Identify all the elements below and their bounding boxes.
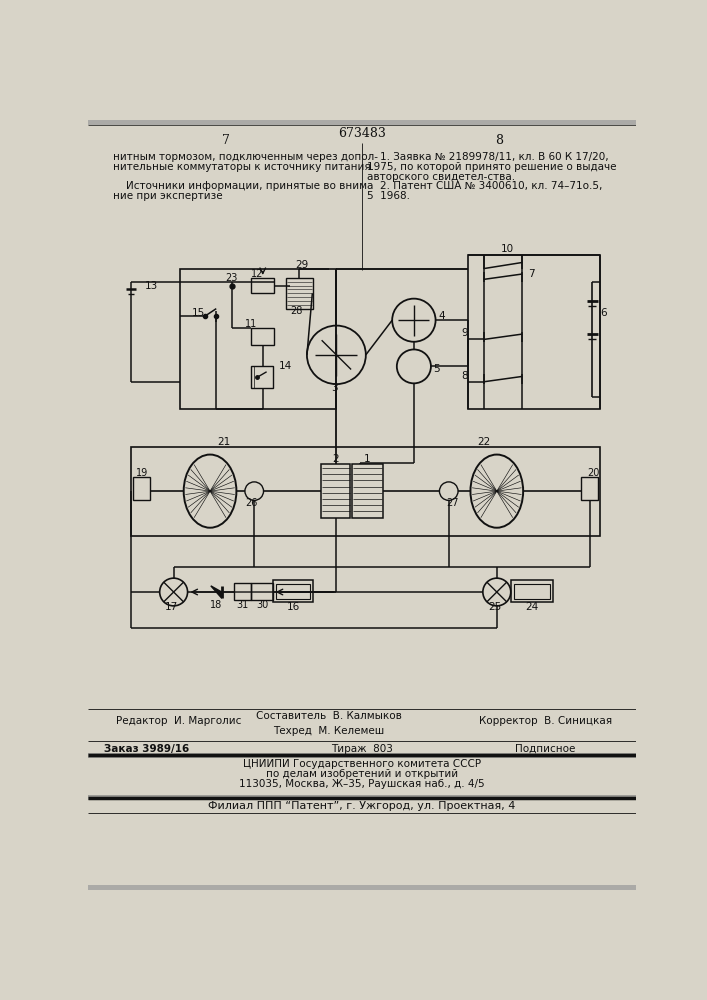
Text: 6: 6 — [600, 308, 607, 318]
Text: 11: 11 — [245, 319, 257, 329]
Text: 8: 8 — [462, 371, 468, 381]
Text: 1975, по которой принято решение о выдаче: 1975, по которой принято решение о выдач… — [368, 162, 617, 172]
Text: нитным тормозом, подключенным через допол-: нитным тормозом, подключенным через допо… — [113, 152, 378, 162]
Bar — [251, 328, 274, 345]
Text: 19: 19 — [136, 468, 148, 478]
Text: 24: 24 — [525, 602, 538, 612]
Text: 4: 4 — [438, 311, 445, 321]
Text: ние при экспертизе: ние при экспертизе — [113, 191, 223, 201]
Text: 18: 18 — [210, 600, 223, 610]
Bar — [251, 366, 273, 388]
Text: Заказ 3989/16: Заказ 3989/16 — [104, 744, 189, 754]
Text: 7: 7 — [529, 269, 535, 279]
Text: 28: 28 — [290, 306, 303, 316]
Text: 5: 5 — [433, 364, 440, 374]
Text: 30: 30 — [256, 600, 268, 610]
Text: 7: 7 — [221, 134, 230, 147]
Text: нительные коммутаторы к источнику питания.: нительные коммутаторы к источнику питани… — [113, 162, 374, 172]
Bar — [180, 269, 337, 409]
Text: 673483: 673483 — [338, 127, 386, 140]
Bar — [581, 477, 598, 500]
Text: 1. Заявка № 2189978/11, кл. В 60 К 17/20,: 1. Заявка № 2189978/11, кл. В 60 К 17/20… — [368, 152, 609, 162]
Text: 14: 14 — [279, 361, 292, 371]
Bar — [88, 885, 636, 890]
Bar — [234, 583, 251, 600]
Text: Тираж  803: Тираж 803 — [331, 744, 393, 754]
Text: 13: 13 — [145, 281, 158, 291]
Bar — [88, 753, 636, 758]
Text: Техред  М. Келемеш: Техред М. Келемеш — [273, 726, 384, 736]
Text: 25: 25 — [488, 602, 501, 612]
Text: 113035, Москва, Ж–35, Раушская наб., д. 4/5: 113035, Москва, Ж–35, Раушская наб., д. … — [239, 779, 485, 789]
Text: авторского свидетел-ства.: авторского свидетел-ства. — [368, 172, 515, 182]
Text: 23: 23 — [226, 273, 238, 283]
Bar — [251, 583, 273, 600]
Bar — [286, 278, 313, 309]
Text: Составитель  В. Калмыков: Составитель В. Калмыков — [256, 711, 402, 721]
Polygon shape — [211, 586, 222, 598]
Bar — [276, 584, 310, 599]
Bar — [88, 795, 636, 800]
Text: 26: 26 — [245, 498, 257, 508]
Bar — [510, 580, 554, 602]
Text: 17: 17 — [165, 602, 178, 612]
Bar — [321, 464, 351, 518]
Bar — [273, 580, 313, 602]
Bar — [251, 278, 274, 293]
Bar — [468, 255, 600, 409]
Text: 16: 16 — [286, 602, 300, 612]
Text: 15: 15 — [192, 308, 205, 318]
Text: Подписное: Подписное — [515, 744, 575, 754]
Text: ЦНИИПИ Государственного комитета СССР: ЦНИИПИ Государственного комитета СССР — [243, 759, 481, 769]
Text: 21: 21 — [217, 437, 230, 447]
Text: по делам изобретений и открытий: по делам изобретений и открытий — [266, 769, 458, 779]
Bar — [514, 584, 550, 599]
Text: 2. Патент США № 3400610, кл. 74–71о.5,: 2. Патент США № 3400610, кл. 74–71о.5, — [368, 181, 603, 191]
Text: Корректор  В. Синицкая: Корректор В. Синицкая — [479, 716, 612, 726]
Bar — [131, 447, 600, 536]
Text: Источники информации, принятые во внима: Источники информации, принятые во внима — [113, 181, 373, 191]
Text: 8: 8 — [495, 134, 503, 147]
Text: 29: 29 — [295, 260, 308, 270]
Text: 1: 1 — [364, 454, 370, 464]
Text: 12: 12 — [251, 269, 264, 279]
Text: 27: 27 — [446, 498, 459, 508]
Bar — [352, 464, 383, 518]
Text: 5  1968.: 5 1968. — [368, 191, 410, 201]
Text: 2: 2 — [332, 454, 339, 464]
Text: Филиал ППП “Патент”, г. Ужгород, ул. Проектная, 4: Филиал ППП “Патент”, г. Ужгород, ул. Про… — [209, 801, 515, 811]
Text: 10: 10 — [501, 244, 513, 254]
Text: 31: 31 — [236, 600, 249, 610]
Text: 3: 3 — [331, 383, 337, 393]
Text: 9: 9 — [462, 328, 468, 338]
Bar — [88, 120, 636, 125]
Text: 20: 20 — [588, 468, 600, 478]
Bar — [132, 477, 150, 500]
Text: 22: 22 — [477, 437, 490, 447]
Text: Редактор  И. Марголис: Редактор И. Марголис — [115, 716, 241, 726]
